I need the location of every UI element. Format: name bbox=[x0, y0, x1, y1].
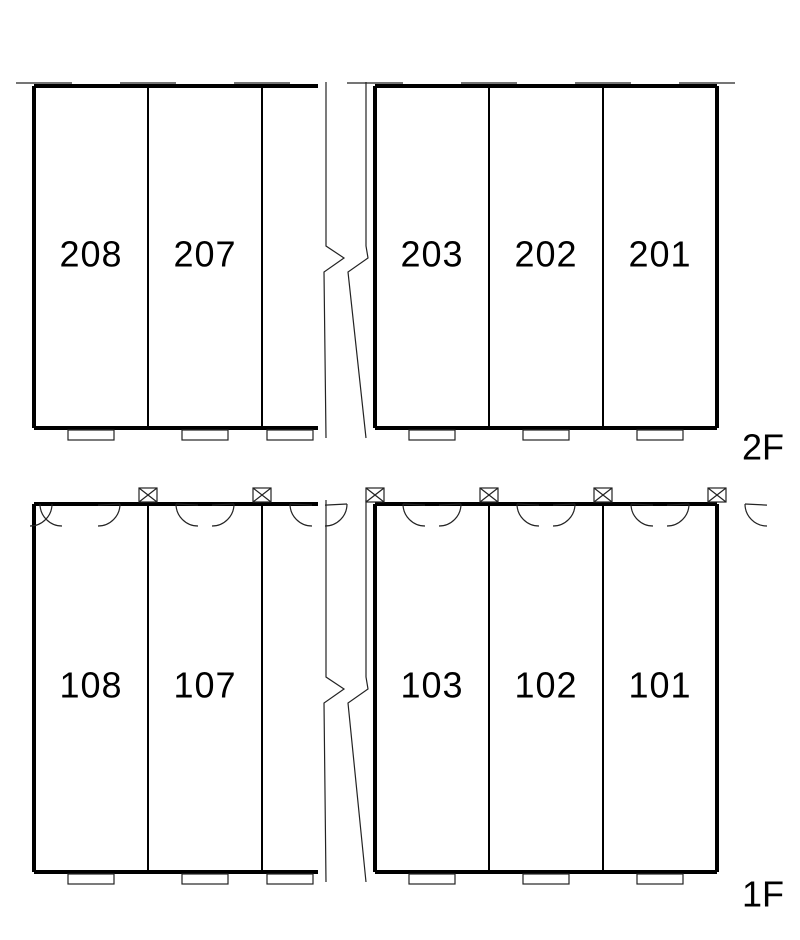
break-line-left bbox=[324, 500, 344, 882]
room-208: 208 bbox=[59, 234, 122, 275]
room-207: 207 bbox=[173, 234, 236, 275]
door-swing-left bbox=[212, 504, 234, 526]
vent-icon bbox=[139, 488, 157, 502]
floor-1F: 108 107 103 102 101 1F bbox=[30, 488, 784, 915]
door-slot bbox=[409, 430, 455, 440]
room-102: 102 bbox=[514, 665, 577, 706]
door-swing-right bbox=[403, 504, 425, 526]
door-swing-left bbox=[439, 504, 461, 526]
door-slot bbox=[637, 430, 683, 440]
door-swing-left bbox=[667, 504, 689, 526]
door-slot bbox=[68, 430, 114, 440]
door-slot bbox=[267, 874, 313, 884]
door-slot bbox=[523, 430, 569, 440]
room-101: 101 bbox=[628, 665, 691, 706]
door-swing bbox=[40, 504, 62, 526]
room-107: 107 bbox=[173, 665, 236, 706]
room-103: 103 bbox=[400, 665, 463, 706]
floor-label-2F: 2F bbox=[742, 427, 784, 468]
door-swing-right bbox=[176, 504, 198, 526]
vent-icon bbox=[594, 488, 612, 502]
door-slot bbox=[637, 874, 683, 884]
floor-label-1F: 1F bbox=[742, 874, 784, 915]
vent-icon bbox=[253, 488, 271, 502]
room-201: 201 bbox=[628, 234, 691, 275]
door-swing-left bbox=[98, 504, 120, 526]
door-slot bbox=[409, 874, 455, 884]
break-line-left bbox=[324, 82, 344, 438]
door-slot bbox=[182, 874, 228, 884]
door-swing-left bbox=[325, 504, 347, 526]
door-leaf-right bbox=[745, 504, 767, 505]
floor-2F: 208 207 203 202 201 2F bbox=[16, 82, 784, 468]
door-swing-left bbox=[553, 504, 575, 526]
room-203: 203 bbox=[400, 234, 463, 275]
vent-icon bbox=[480, 488, 498, 502]
room-202: 202 bbox=[514, 234, 577, 275]
door-slot bbox=[523, 874, 569, 884]
door-slot bbox=[68, 874, 114, 884]
door-swing-right bbox=[631, 504, 653, 526]
vent-icon bbox=[366, 488, 384, 502]
door-slot bbox=[182, 430, 228, 440]
door-leaf-left bbox=[325, 504, 347, 505]
break-line-right bbox=[348, 500, 368, 882]
room-108: 108 bbox=[59, 665, 122, 706]
door-swing-right bbox=[517, 504, 539, 526]
door-slot bbox=[267, 430, 313, 440]
door-swing-right bbox=[290, 504, 312, 526]
vent-icon bbox=[708, 488, 726, 502]
door-swing-right bbox=[745, 504, 767, 526]
break-line-right bbox=[348, 82, 368, 438]
